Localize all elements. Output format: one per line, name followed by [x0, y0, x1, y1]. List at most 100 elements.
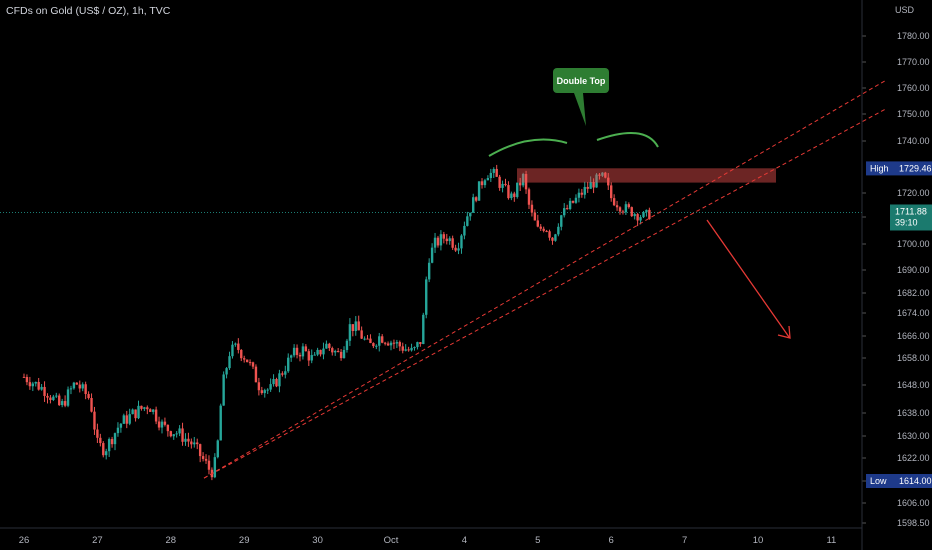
- candle-up: [114, 433, 116, 451]
- candle-down: [475, 196, 477, 202]
- candle-down: [481, 178, 483, 189]
- candle-down: [581, 189, 583, 198]
- y-tick-label: 1760.00: [897, 83, 930, 93]
- candle-up: [554, 234, 556, 242]
- y-tick-label: 1658.00: [897, 353, 930, 363]
- candle-up: [425, 277, 427, 319]
- candle-up: [293, 344, 295, 357]
- candle-down: [454, 245, 456, 252]
- candle-up: [225, 367, 227, 378]
- candle-down: [99, 434, 101, 447]
- candle-down: [352, 324, 354, 336]
- candle-down: [337, 348, 339, 352]
- candle-down: [281, 371, 283, 376]
- candle-down: [64, 395, 66, 407]
- resistance-zone: [517, 168, 776, 182]
- candle-down: [619, 206, 621, 214]
- candle-down: [255, 364, 257, 382]
- candle-down: [208, 455, 210, 474]
- candle-down: [26, 374, 28, 385]
- candle-down: [616, 201, 618, 211]
- candle-up: [569, 198, 571, 210]
- candle-down: [76, 382, 78, 385]
- candle-up: [633, 213, 635, 220]
- candle-up: [472, 194, 474, 213]
- svg-text:1614.00: 1614.00: [899, 476, 932, 486]
- y-tick-label: 1630.00: [897, 431, 930, 441]
- candle-down: [134, 409, 136, 421]
- y-tick-label: 1770.00: [897, 57, 930, 67]
- x-axis: 26 27 28 29 30 Oct 4 5 6 7 10 11: [0, 528, 862, 546]
- candle-up: [484, 179, 486, 188]
- candle-up: [563, 203, 565, 217]
- candle-down: [196, 439, 198, 449]
- candle-down: [358, 316, 360, 331]
- candle-down: [87, 391, 89, 399]
- candles-layer: [0, 165, 862, 480]
- candle-up: [231, 341, 233, 358]
- candle-up: [378, 333, 380, 352]
- candle-down: [504, 179, 506, 187]
- candle-down: [360, 326, 362, 338]
- candle-up: [557, 223, 559, 236]
- candle-up: [82, 382, 84, 391]
- candle-down: [199, 444, 201, 462]
- x-tick-label: 11: [826, 535, 836, 546]
- candle-down: [372, 342, 374, 348]
- candle-down: [146, 405, 148, 414]
- x-tick-label: 30: [312, 535, 323, 546]
- candle-down: [399, 341, 401, 352]
- candle-down: [58, 394, 60, 406]
- x-tick-label: 26: [19, 535, 30, 546]
- candle-down: [384, 342, 386, 346]
- projection-arrow: [707, 220, 789, 337]
- candle-up: [396, 340, 398, 348]
- candle-down: [613, 194, 615, 206]
- candle-down: [531, 200, 533, 216]
- candle-up: [493, 167, 495, 178]
- candle-up: [334, 350, 336, 356]
- candle-down: [93, 407, 95, 435]
- candle-up: [234, 342, 236, 346]
- candle-down: [366, 335, 368, 340]
- candle-up: [284, 366, 286, 379]
- y-tick-label: 1606.00: [897, 498, 930, 508]
- svg-text:39:10: 39:10: [895, 217, 918, 227]
- candle-down: [258, 378, 260, 396]
- x-tick-label: 10: [753, 535, 764, 546]
- candle-up: [67, 387, 69, 408]
- candle-down: [498, 175, 500, 191]
- y-tick-label: 1622.00: [897, 453, 930, 463]
- candle-down: [551, 237, 553, 245]
- candle-up: [490, 169, 492, 182]
- svg-text:1729.46: 1729.46: [899, 163, 932, 173]
- y-tick-label: 1740.00: [897, 136, 930, 146]
- price-badge-high: High 1729.46: [866, 161, 932, 175]
- candle-up: [214, 453, 216, 478]
- candle-up: [264, 389, 266, 398]
- candle-up: [516, 183, 518, 199]
- candle-down: [369, 334, 371, 343]
- x-tick-label: 6: [609, 535, 614, 546]
- candle-down: [540, 224, 542, 231]
- candle-down: [628, 202, 630, 208]
- candle-down: [96, 424, 98, 443]
- candle-down: [167, 424, 169, 436]
- candle-down: [296, 344, 298, 358]
- candle-down: [79, 381, 81, 393]
- y-tick-label: 1690.00: [897, 265, 930, 275]
- candle-up: [152, 409, 154, 414]
- candle-down: [111, 437, 113, 448]
- candle-up: [363, 336, 365, 340]
- candle-up: [222, 371, 224, 405]
- svg-text:High: High: [870, 163, 889, 173]
- candle-down: [572, 201, 574, 204]
- candle-up: [128, 409, 130, 425]
- candle-up: [349, 318, 351, 346]
- candle-up: [217, 439, 219, 458]
- candle-down: [202, 452, 204, 461]
- candle-down: [419, 342, 421, 347]
- candle-down: [102, 441, 104, 457]
- candle-down: [407, 347, 409, 352]
